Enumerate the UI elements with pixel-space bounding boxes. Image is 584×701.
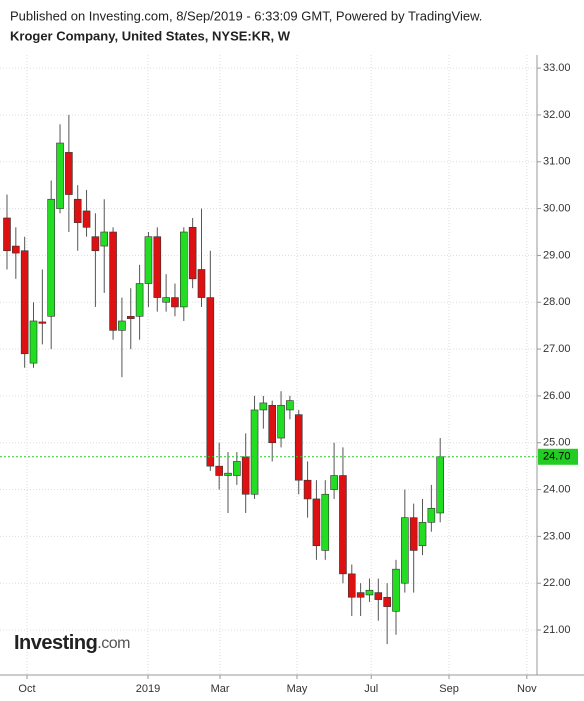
candle-body [20, 250, 29, 355]
y-tick-label: 30.00 [543, 203, 571, 215]
last-price-box [538, 448, 578, 465]
candle-body [268, 404, 277, 444]
candle-body [312, 498, 321, 547]
candle-body [303, 479, 312, 500]
candle-body [277, 404, 285, 439]
candle-body [47, 198, 55, 317]
candle-body [356, 592, 365, 598]
candle-body [126, 315, 135, 319]
candle-body [392, 568, 400, 612]
candle-body [65, 152, 73, 195]
candle-body [73, 198, 82, 223]
candle-body [374, 592, 383, 600]
candle-body [294, 414, 303, 481]
candle-body [250, 409, 259, 495]
y-tick-label: 29.00 [543, 249, 571, 261]
header: Published on Investing.com, 8/Sep/2019 -… [10, 8, 482, 23]
logo-main: Investing [14, 632, 97, 654]
y-tick-label: 23.00 [543, 530, 571, 542]
y-tick-label: 31.00 [543, 156, 571, 168]
candle-body [56, 142, 64, 209]
candle-body [241, 456, 250, 495]
candle-body [418, 522, 427, 547]
y-tick-label: 21.00 [543, 624, 571, 636]
x-tick-label: Oct [18, 683, 35, 695]
candle-body [339, 475, 347, 575]
candle-body [215, 465, 223, 476]
y-tick-label: 32.00 [543, 109, 571, 121]
y-tick-label: 26.00 [543, 390, 571, 402]
candle-body [153, 236, 162, 298]
candle-body [109, 231, 117, 331]
candle-body [3, 217, 11, 252]
candle-body [91, 236, 100, 252]
candle-body [347, 573, 356, 598]
candle-body [233, 461, 241, 476]
candle-body [427, 507, 436, 523]
candle-body [365, 589, 374, 596]
x-tick-label: Mar [211, 683, 230, 695]
candle-body [180, 231, 188, 308]
x-tick-label: Jul [364, 683, 378, 695]
x-tick-label: 2019 [136, 683, 160, 695]
candle-body [188, 227, 197, 280]
candle-body [401, 517, 409, 584]
candle-body [118, 320, 126, 331]
candle-body [436, 456, 444, 514]
last-price-label: 24.70 [543, 451, 571, 463]
candle-body [286, 400, 294, 411]
candle-body [171, 297, 179, 308]
candle-body [12, 245, 20, 254]
candle-body [197, 269, 206, 298]
candle-body [206, 297, 215, 467]
x-tick-label: May [287, 683, 308, 695]
candle-body [100, 231, 109, 247]
y-tick-label: 24.00 [543, 483, 571, 495]
candle-body [259, 402, 268, 411]
y-tick-label: 25.00 [543, 437, 571, 449]
y-tick-label: 22.00 [543, 577, 571, 589]
candle-body [321, 493, 330, 551]
y-tick-label: 33.00 [543, 62, 571, 74]
candle-body [135, 283, 144, 317]
candle-body [162, 297, 170, 303]
y-tick-label: 27.00 [543, 343, 571, 355]
candle-body [38, 321, 47, 324]
candle-body [29, 320, 38, 364]
chart-title: Kroger Company, United States, NYSE:KR, … [10, 28, 291, 43]
x-tick-label: Sep [439, 683, 459, 695]
y-tick-label: 28.00 [543, 296, 571, 308]
x-tick-label: Nov [517, 683, 537, 695]
grid [0, 55, 537, 675]
candle-body [383, 596, 391, 607]
candle-body [224, 472, 232, 476]
candle-body [82, 210, 91, 228]
candle-body [330, 475, 338, 490]
logo-suffix: .com [97, 635, 130, 652]
candle-body [409, 517, 418, 551]
candle-body [144, 236, 153, 284]
logo: Investing.com [14, 632, 130, 654]
